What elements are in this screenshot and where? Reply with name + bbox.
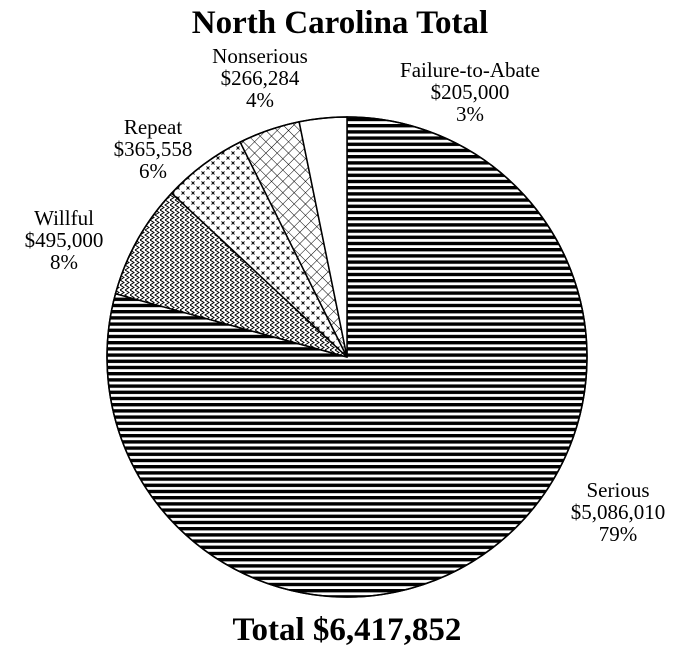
slice-label-failure-to-abate: Failure-to-Abate $205,000 3% <box>400 58 540 126</box>
slice-percent: 8% <box>50 250 78 274</box>
slice-name: Serious <box>587 478 650 502</box>
slice-label-willful: Willful $495,000 8% <box>25 206 104 274</box>
slice-amount: $266,284 <box>221 66 300 90</box>
slice-label-repeat: Repeat $365,558 6% <box>114 115 193 183</box>
slice-percent: 79% <box>599 522 638 546</box>
slice-amount: $495,000 <box>25 228 104 252</box>
pie-slices <box>106 116 588 598</box>
total-label: Total $6,417,852 <box>233 612 462 648</box>
slice-amount: $5,086,010 <box>571 500 666 524</box>
slice-amount: $365,558 <box>114 137 193 161</box>
slice-percent: 6% <box>139 159 167 183</box>
slice-labels: Serious $5,086,010 79%Willful $495,000 8%Rep… <box>25 44 666 546</box>
slice-percent: 4% <box>246 88 274 112</box>
slice-amount: $205,000 <box>431 80 510 104</box>
slice-name: Nonserious <box>212 44 308 68</box>
slice-label-nonserious: Nonserious $266,284 4% <box>212 44 308 112</box>
slice-name: Willful <box>34 206 94 230</box>
pie-outline <box>106 116 588 598</box>
slice-name: Failure-to-Abate <box>400 58 540 82</box>
slice-label-serious: Serious $5,086,010 79% <box>571 478 666 546</box>
slice-name: Repeat <box>124 115 182 139</box>
slice-percent: 3% <box>456 102 484 126</box>
chart-title: North Carolina Total <box>192 5 488 41</box>
